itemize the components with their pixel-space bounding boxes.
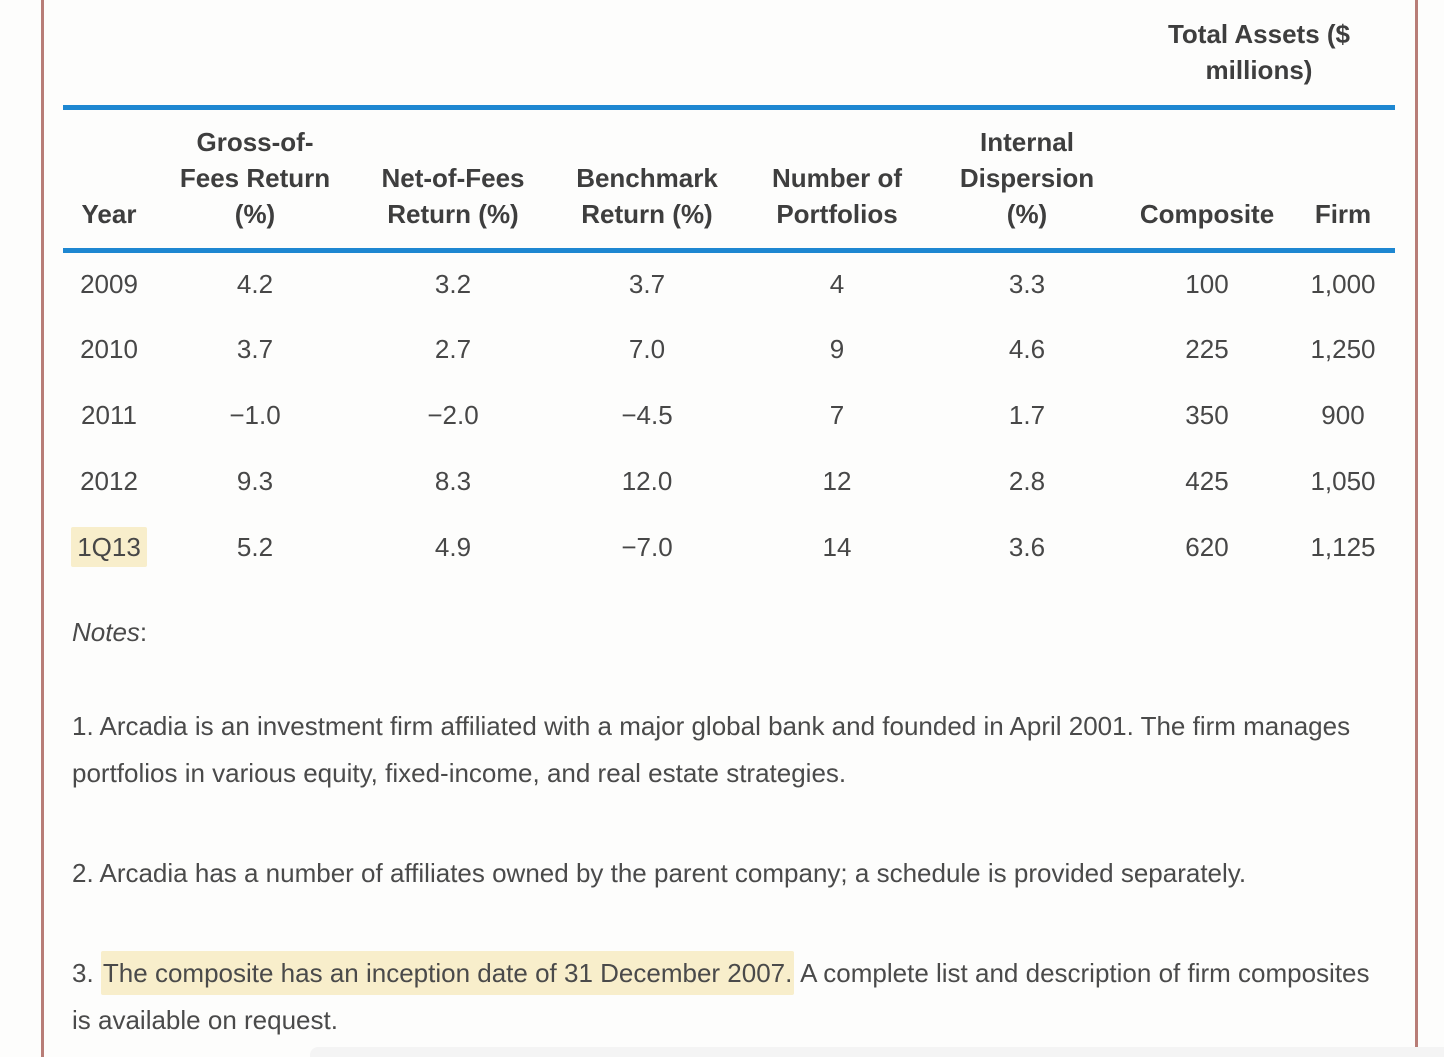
notes-label-colon: : bbox=[139, 616, 148, 647]
value-cell: −2.0 bbox=[427, 400, 479, 430]
value-cell: 3.6 bbox=[1008, 532, 1046, 562]
column-header-firm: Firm bbox=[1291, 107, 1395, 253]
table-row: 1Q13 5.2 4.9 −7.0 14 3.6 620 1,125 bbox=[63, 515, 1395, 581]
value-cell: 4.6 bbox=[1008, 334, 1046, 364]
assets-header-spacer bbox=[63, 0, 1123, 110]
value-cell: 225 bbox=[1185, 334, 1229, 364]
column-header-composite: Composite bbox=[1123, 107, 1291, 253]
composite-performance-table: Total Assets ($ millions) Year Gross-of-… bbox=[63, 0, 1395, 581]
column-header-internal-dispersion: Internal Dispersion (%) bbox=[931, 107, 1123, 253]
value-cell: 3.7 bbox=[236, 334, 274, 364]
table-body: 2009 4.2 3.2 3.7 4 3.3 100 1,000 2010 3.7 2.7 7.0 9 4… bbox=[63, 251, 1395, 581]
value-cell: −7.0 bbox=[621, 532, 673, 562]
value-cell: 9.3 bbox=[236, 466, 274, 496]
right-frame-line bbox=[1415, 0, 1418, 1057]
value-cell: 900 bbox=[1321, 400, 1365, 430]
table-row: 2011 −1.0 −2.0 −4.5 7 1.7 350 900 bbox=[63, 383, 1395, 449]
table-row: 2012 9.3 8.3 12.0 12 2.8 425 1,050 bbox=[63, 449, 1395, 515]
value-cell: 2.7 bbox=[434, 334, 472, 364]
value-cell: 12.0 bbox=[621, 466, 673, 496]
value-cell: 4.2 bbox=[236, 269, 274, 300]
notes-heading: Notes: bbox=[72, 614, 1403, 650]
value-cell: 100 bbox=[1185, 269, 1229, 300]
notes-label-text: Notes bbox=[72, 616, 140, 647]
note-3-highlighted-text: The composite has an inception date of 3… bbox=[100, 950, 795, 995]
column-header-gross-of-fees: Gross-of- Fees Return (%) bbox=[155, 107, 355, 253]
year-cell: 1Q13 bbox=[63, 515, 155, 581]
note-3: 3. The composite has an inception date o… bbox=[72, 950, 1372, 1044]
value-cell: 1,250 bbox=[1310, 334, 1376, 364]
page-content: Total Assets ($ millions) Year Gross-of-… bbox=[63, 0, 1403, 1044]
column-header-benchmark: Benchmark Return (%) bbox=[551, 107, 743, 253]
year-cell: 2009 bbox=[80, 269, 138, 300]
year-cell: 2011 bbox=[81, 400, 137, 430]
highlighted-year: 1Q13 bbox=[71, 527, 147, 567]
value-cell: 9 bbox=[829, 334, 845, 364]
value-cell: 3.7 bbox=[628, 269, 666, 300]
value-cell: 14 bbox=[822, 532, 852, 562]
table-row: 2009 4.2 3.2 3.7 4 3.3 100 1,000 bbox=[63, 251, 1395, 317]
value-cell: 7 bbox=[829, 400, 845, 430]
total-assets-header: Total Assets ($ millions) bbox=[1123, 0, 1395, 110]
value-cell: 1,050 bbox=[1310, 466, 1376, 496]
value-cell: 620 bbox=[1185, 532, 1229, 562]
value-cell: 3.2 bbox=[434, 269, 472, 300]
value-cell: 7.0 bbox=[628, 334, 666, 364]
column-header-year: Year bbox=[63, 107, 155, 253]
note-1: 1. Arcadia is an investment firm affilia… bbox=[72, 710, 1351, 788]
value-cell: 1,125 bbox=[1310, 532, 1376, 562]
value-cell: 2.8 bbox=[1008, 466, 1046, 496]
value-cell: 1.7 bbox=[1008, 400, 1046, 430]
value-cell: −1.0 bbox=[229, 400, 281, 430]
value-cell: −4.5 bbox=[621, 400, 673, 430]
column-header-net-of-fees: Net-of-Fees Return (%) bbox=[355, 107, 551, 253]
note-3-suffix: A complete list and description of firm … bbox=[72, 957, 1370, 1035]
value-cell: 1,000 bbox=[1310, 269, 1376, 300]
value-cell: 12 bbox=[822, 466, 852, 496]
value-cell: 350 bbox=[1185, 400, 1229, 430]
value-cell: 3.3 bbox=[1008, 269, 1046, 300]
table-row: 2010 3.7 2.7 7.0 9 4.6 225 1,250 bbox=[63, 317, 1395, 383]
column-header-row: Year Gross-of- Fees Return (%) Net-of-Fe… bbox=[63, 107, 1395, 253]
value-cell: 8.3 bbox=[434, 466, 472, 496]
left-frame-line bbox=[41, 0, 44, 1057]
value-cell: 425 bbox=[1185, 466, 1229, 496]
value-cell: 5.2 bbox=[236, 532, 274, 562]
column-header-num-portfolios: Number of Portfolios bbox=[743, 107, 931, 253]
value-cell: 4 bbox=[829, 269, 845, 300]
year-cell: 2012 bbox=[80, 466, 138, 496]
year-cell: 2010 bbox=[80, 334, 138, 364]
note-2: 2. Arcadia has a number of affiliates ow… bbox=[72, 857, 1247, 888]
assets-header-row: Total Assets ($ millions) bbox=[63, 0, 1395, 110]
note-3-prefix: 3. bbox=[72, 957, 101, 988]
value-cell: 4.9 bbox=[434, 532, 472, 562]
next-content-edge bbox=[310, 1047, 1444, 1057]
